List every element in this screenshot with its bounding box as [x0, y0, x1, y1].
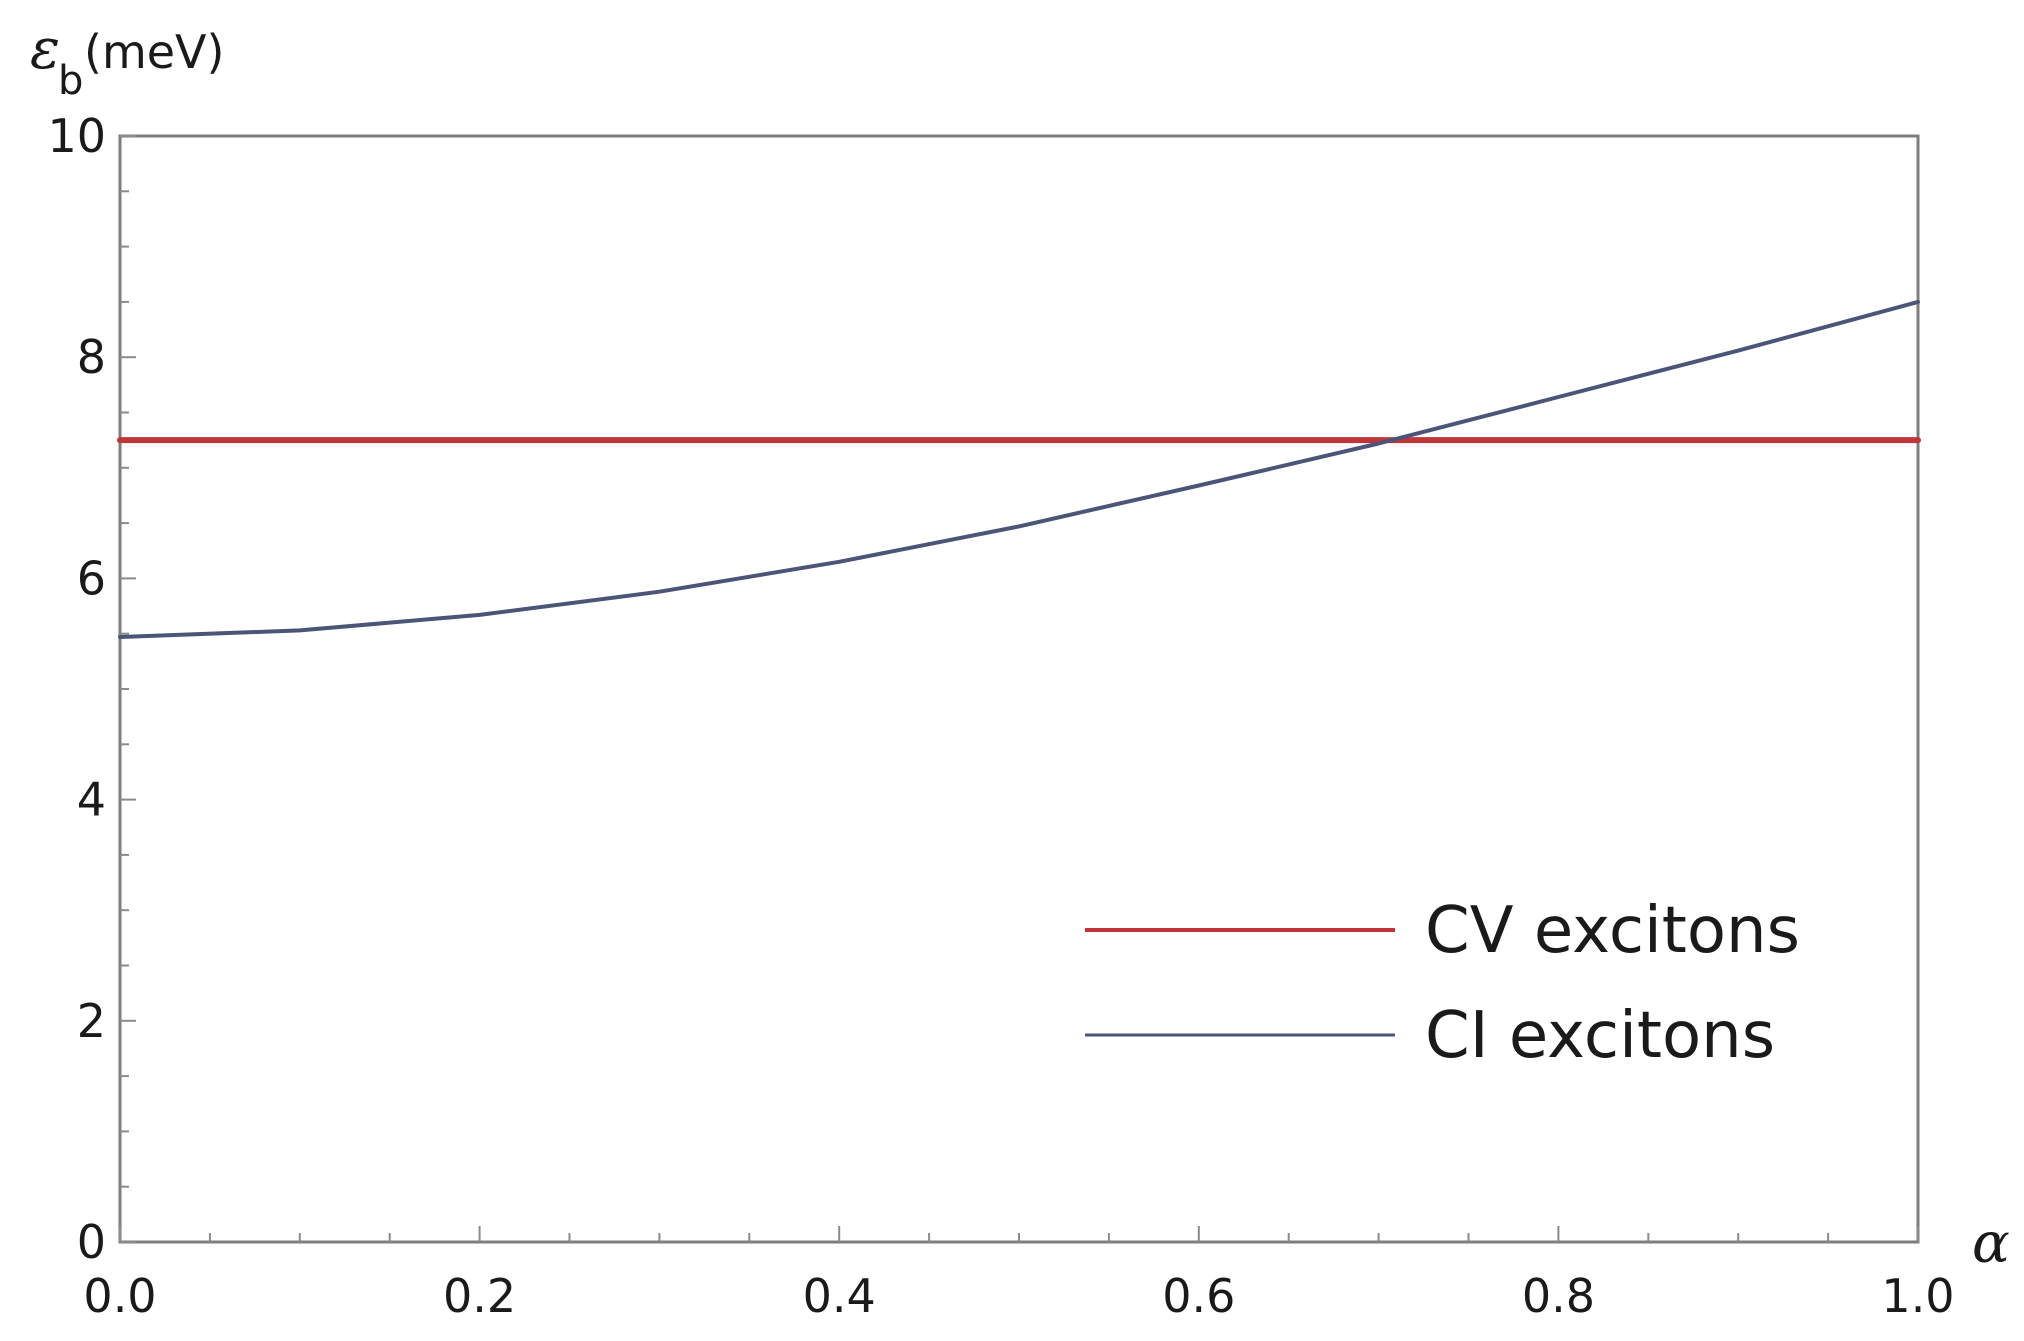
- x-tick-label: 0.8: [1522, 1269, 1595, 1323]
- x-tick-label: 0.2: [443, 1269, 516, 1323]
- y-tick-label: 2: [77, 994, 106, 1048]
- series-line-ci-excitons: [118, 299, 1920, 639]
- plot-frame: [118, 134, 1920, 1244]
- y-axis-subscript: b: [58, 58, 83, 104]
- x-tick-label: 0.0: [83, 1269, 156, 1323]
- y-tick-label: 0: [77, 1215, 106, 1269]
- x-tick-label: 0.6: [1162, 1269, 1235, 1323]
- y-tick-label: 10: [47, 109, 106, 163]
- y-axis-symbol: ε: [30, 17, 60, 82]
- y-axis-label: ε b (meV): [30, 17, 224, 104]
- legend-label: CV excitons: [1425, 894, 1800, 968]
- y-tick-label: 4: [77, 773, 106, 827]
- x-axis-label: α: [1972, 1211, 2010, 1276]
- plot-area: 0.0 0.2 0.4 0.6 0.8 1.0 0 2 4 6 8 10: [47, 109, 1954, 1323]
- x-tick-label: 1.0: [1881, 1269, 1954, 1323]
- y-axis-unit: (meV): [84, 25, 224, 79]
- y-tick-label: 8: [77, 330, 106, 384]
- legend: CV excitons CI excitons: [1085, 894, 1800, 1073]
- y-tick-label: 6: [77, 551, 106, 605]
- x-tick-label: 0.4: [803, 1269, 876, 1323]
- legend-label: CI excitons: [1425, 999, 1775, 1073]
